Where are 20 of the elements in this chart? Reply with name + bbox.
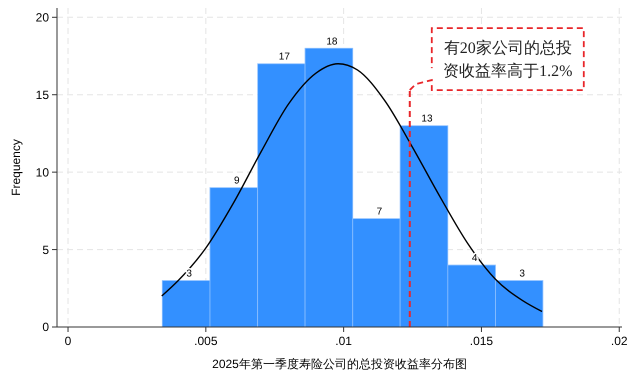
data-label: 17 xyxy=(278,52,290,63)
x-tick-label: .01 xyxy=(335,334,352,348)
x-axis-title: 2025年第一季度寿险公司的总投资收益率分布图 xyxy=(212,357,467,371)
y-tick-label: 20 xyxy=(36,10,50,24)
data-label: 18 xyxy=(326,36,338,48)
data-label: 13 xyxy=(421,114,433,125)
x-tick-label: .02 xyxy=(610,334,628,348)
data-label: 3 xyxy=(519,268,526,280)
x-tick-label: .005 xyxy=(194,334,218,348)
data-label: 7 xyxy=(376,206,383,218)
y-tick-label: 10 xyxy=(36,165,50,180)
ref-line-label: 有20家公司的总投资收益率高于1.2% xyxy=(443,39,572,80)
y-tick-label: 5 xyxy=(42,242,50,257)
data-label: 9 xyxy=(234,176,240,187)
y-tick-label: 0 xyxy=(42,320,50,334)
x-tick-label: .015 xyxy=(470,334,494,348)
y-axis-title: Frequency xyxy=(9,139,23,196)
y-tick-label: 15 xyxy=(36,88,50,102)
data-label: 3 xyxy=(186,268,192,280)
x-tick-label: 0 xyxy=(64,334,72,348)
